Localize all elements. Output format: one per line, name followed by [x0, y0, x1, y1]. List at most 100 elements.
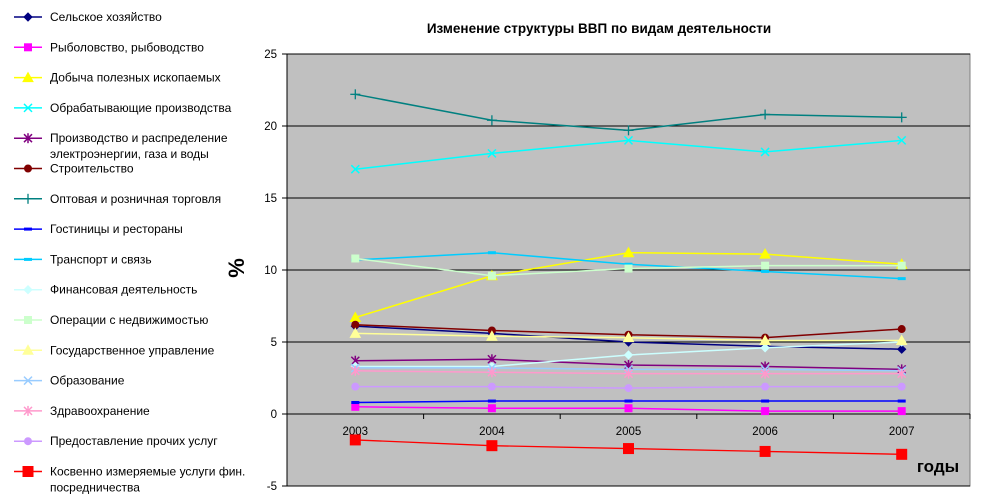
legend-marker [23, 133, 33, 144]
legend-item: Финансовая деятельность [14, 283, 197, 297]
x-axis: 2003 2004 2005 2006 2007 [286, 413, 971, 438]
data-point [759, 445, 771, 457]
legend-label: Транспорт и связь [50, 252, 152, 266]
legend-marker [23, 103, 33, 113]
data-point [351, 382, 360, 391]
data-point [487, 404, 496, 413]
data-point [351, 320, 360, 329]
x-tick-label: 2005 [616, 426, 642, 438]
legend-item: Оптовая и розничная торговля [14, 192, 221, 206]
y-axis-label: % [224, 258, 249, 278]
legend-label: Образование [50, 374, 125, 388]
legend-item: Рыболовство, рыбоводство [14, 40, 204, 54]
series-предоставление-прочих-услуг [351, 382, 906, 393]
legend-item: Образование [14, 374, 125, 388]
series-операции-с-недвижимостью [351, 254, 906, 280]
data-point [624, 384, 633, 393]
data-point [760, 147, 770, 157]
data-point [761, 261, 770, 270]
data-point [487, 382, 496, 391]
legend-label: Сельское хозяйство [50, 10, 162, 24]
data-point [759, 334, 771, 346]
data-point [895, 334, 908, 346]
legend-item: Добыча полезных ископаемых [14, 71, 221, 85]
legend-label: Производство и распределение [50, 131, 228, 145]
data-point [351, 254, 360, 263]
legend-marker [23, 12, 33, 22]
legend-label: Здравоохранение [50, 404, 150, 418]
chart-title: Изменение структуры ВВП по видам деятель… [427, 21, 771, 36]
data-point [486, 440, 498, 452]
legend-item: Сельское хозяйство [14, 10, 162, 24]
y-tick-label: -5 [267, 481, 277, 493]
data-point [349, 327, 362, 338]
data-point [623, 350, 634, 360]
legend-item: Строительство [14, 162, 134, 176]
data-point [761, 382, 770, 391]
data-point [623, 368, 634, 379]
legend-label: Добыча полезных ископаемых [50, 71, 221, 85]
data-point [624, 264, 633, 273]
series-государственное-управление [349, 327, 908, 346]
series-рыболовство-рыбоводство [351, 402, 906, 416]
legend-item: Государственное управление [14, 343, 215, 357]
data-point [897, 382, 906, 391]
y-tick-label: 20 [264, 121, 277, 133]
legend-label: Предоставление прочих услуг [50, 434, 218, 448]
legend-label: Оптовая и розничная торговля [50, 192, 221, 206]
legend-item: Операции с недвижимостью [14, 313, 208, 327]
legend-label: Финансовая деятельность [50, 283, 197, 297]
series-оптовая-и-розничная-торговля [350, 89, 907, 136]
y-axis: -5 0 5 10 15 20 25 [264, 49, 288, 493]
data-point [487, 148, 497, 158]
legend-label: Строительство [50, 162, 134, 176]
legend-marker [23, 376, 33, 386]
legend-marker [23, 284, 33, 295]
x-tick-label: 2007 [889, 426, 915, 438]
data-point [624, 399, 633, 403]
data-point [896, 448, 908, 460]
data-point [623, 443, 634, 455]
y-tick-label: 5 [271, 337, 277, 349]
legend-label: Гостиницы и рестораны [50, 222, 183, 236]
legend-label: Косвенно измеряемые услуги фин. [50, 465, 245, 479]
series-косвенно-измеряемые-услуги-фин-посредничества [349, 434, 908, 460]
data-point [761, 269, 770, 273]
data-point [349, 434, 361, 446]
data-point [897, 399, 906, 403]
legend-marker [24, 316, 32, 324]
data-point [487, 367, 497, 378]
legend-marker [24, 437, 32, 446]
data-point [622, 331, 635, 343]
data-point [622, 246, 635, 258]
legend-label: Операции с недвижимостью [50, 313, 208, 327]
legend: Сельское хозяйство Рыболовство, рыбоводст… [14, 10, 245, 495]
legend-marker [22, 466, 34, 477]
data-point [897, 135, 907, 145]
x-tick-label: 2006 [752, 426, 778, 438]
legend-item: Здравоохранение [14, 404, 150, 418]
y-tick-label: 10 [264, 265, 277, 277]
data-point [761, 407, 770, 416]
data-point [487, 251, 496, 255]
x-tick-label: 2003 [343, 426, 369, 438]
legend-item: Гостиницы и рестораны [14, 222, 183, 236]
legend-item: Транспорт и связь [14, 252, 152, 266]
data-point [760, 343, 770, 353]
legend-marker [22, 71, 34, 83]
legend-marker [24, 164, 32, 173]
data-point [351, 402, 360, 411]
legend-item: Производство и распределение электроэнерг… [14, 131, 228, 161]
data-point [623, 125, 634, 136]
data-point [897, 407, 906, 416]
y-tick-label: 25 [264, 49, 277, 61]
data-point [897, 261, 906, 270]
data-point [896, 344, 907, 354]
legend-marker [22, 344, 34, 355]
data-point [760, 109, 771, 120]
legend-label: Обрабатывающие производства [50, 101, 232, 115]
legend-label: Государственное управление [50, 343, 215, 357]
legend-marker [24, 43, 32, 52]
series-layer [349, 89, 908, 460]
